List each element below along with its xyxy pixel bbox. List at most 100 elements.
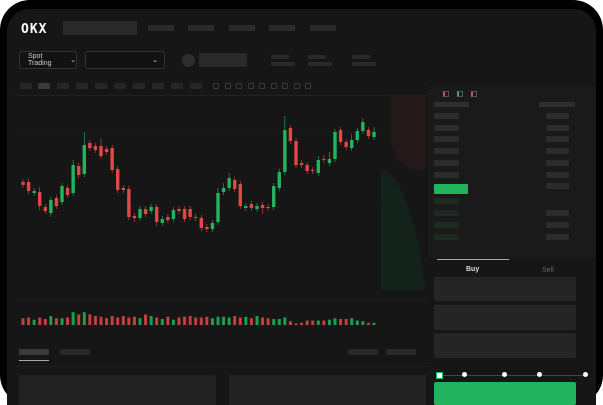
candle[interactable] — [38, 187, 42, 210]
tab-sell[interactable]: Sell — [542, 267, 554, 274]
candle[interactable] — [333, 129, 337, 162]
chevron-down-icon[interactable] — [247, 83, 254, 89]
candle[interactable] — [166, 214, 170, 223]
candle[interactable] — [155, 204, 159, 226]
candle[interactable] — [311, 167, 315, 174]
candle[interactable] — [93, 143, 98, 153]
pair-select[interactable]: ⌄ — [85, 51, 165, 69]
candle[interactable] — [188, 206, 192, 220]
candle[interactable] — [121, 185, 125, 193]
candle[interactable] — [116, 166, 120, 193]
price-input[interactable] — [434, 277, 576, 301]
tab-buy[interactable]: Buy — [466, 266, 480, 273]
candle[interactable] — [244, 203, 248, 211]
candle[interactable] — [366, 127, 371, 139]
total-input[interactable] — [434, 333, 576, 358]
nav-item[interactable] — [310, 25, 336, 31]
slider-stop[interactable] — [462, 372, 467, 377]
candle[interactable] — [82, 132, 86, 177]
candle[interactable] — [327, 152, 332, 166]
candle[interactable] — [355, 128, 359, 143]
candle[interactable] — [71, 160, 75, 196]
candle[interactable] — [277, 169, 281, 191]
candle[interactable] — [322, 155, 326, 163]
slider-stop[interactable] — [537, 372, 542, 377]
chevron-down-icon[interactable] — [224, 83, 231, 89]
timeframe-button[interactable] — [152, 83, 164, 89]
candle[interactable] — [160, 216, 164, 226]
candle[interactable] — [43, 204, 47, 214]
orderbook-view-bids-icon[interactable] — [457, 91, 463, 97]
candle[interactable] — [288, 125, 293, 144]
timeframe-button[interactable] — [171, 83, 183, 89]
timeframe-button[interactable] — [76, 83, 88, 89]
amount-input[interactable] — [434, 305, 576, 330]
candle[interactable] — [199, 215, 203, 231]
settings-icon[interactable] — [293, 83, 300, 89]
candle[interactable] — [305, 162, 309, 174]
fullscreen-icon[interactable] — [305, 83, 311, 89]
nav-item[interactable] — [188, 25, 214, 31]
nav-item[interactable] — [269, 25, 295, 31]
candle[interactable] — [227, 173, 231, 191]
candle[interactable] — [143, 206, 148, 217]
candle[interactable] — [60, 183, 64, 205]
candle[interactable] — [127, 186, 131, 220]
amount-slider-track[interactable] — [439, 375, 587, 376]
candle[interactable] — [266, 204, 270, 211]
candle[interactable] — [210, 220, 215, 232]
candle[interactable] — [77, 163, 81, 178]
candle[interactable] — [177, 206, 181, 214]
candle[interactable] — [350, 134, 354, 151]
timeframe-button[interactable] — [57, 83, 69, 89]
candle[interactable] — [233, 177, 237, 192]
candle[interactable] — [338, 127, 343, 145]
draw-icon[interactable] — [236, 83, 242, 89]
candle[interactable] — [205, 224, 209, 232]
okx-logo[interactable]: OKX — [21, 22, 48, 37]
candle[interactable] — [294, 138, 298, 168]
candle[interactable] — [104, 146, 109, 155]
candle[interactable] — [299, 160, 304, 168]
candle[interactable] — [99, 138, 103, 159]
timeframe-button[interactable] — [190, 83, 202, 89]
candle[interactable] — [182, 206, 187, 222]
candle[interactable] — [21, 179, 25, 188]
indicator-icon[interactable] — [213, 83, 219, 89]
market-select[interactable]: Spot Trading ⌄ — [19, 51, 77, 69]
line-icon[interactable] — [259, 83, 265, 89]
filter-button[interactable] — [386, 349, 416, 355]
candle[interactable] — [110, 145, 114, 173]
candle[interactable] — [88, 140, 92, 151]
candle[interactable] — [372, 127, 376, 140]
candle[interactable] — [26, 179, 31, 194]
candle[interactable] — [344, 139, 348, 150]
candle[interactable] — [65, 185, 70, 198]
candle[interactable] — [238, 181, 242, 209]
candle[interactable] — [138, 206, 142, 221]
candle[interactable] — [316, 156, 320, 176]
search-bar[interactable] — [63, 21, 137, 35]
timeframe-button[interactable] — [95, 83, 107, 89]
filter-button[interactable] — [348, 349, 378, 355]
candle[interactable] — [255, 203, 259, 212]
orderbook-view-asks-icon[interactable] — [471, 91, 477, 97]
tab-order-history[interactable] — [60, 349, 90, 355]
candle[interactable] — [171, 207, 176, 222]
candle[interactable] — [249, 201, 254, 211]
camera-icon[interactable] — [282, 83, 288, 89]
orderbook-view-both-icon[interactable] — [443, 91, 449, 97]
candle[interactable] — [283, 116, 287, 175]
pencil-icon[interactable] — [270, 83, 277, 89]
tab-open-orders[interactable] — [19, 349, 49, 355]
candle[interactable] — [361, 118, 365, 134]
candle[interactable] — [149, 204, 153, 214]
candle[interactable] — [132, 213, 137, 222]
slider-handle[interactable] — [436, 372, 443, 379]
candle[interactable] — [54, 195, 59, 209]
timeframe-button[interactable] — [20, 83, 32, 89]
candle[interactable] — [194, 214, 198, 221]
slider-stop[interactable] — [502, 372, 507, 377]
candle[interactable] — [32, 188, 36, 196]
